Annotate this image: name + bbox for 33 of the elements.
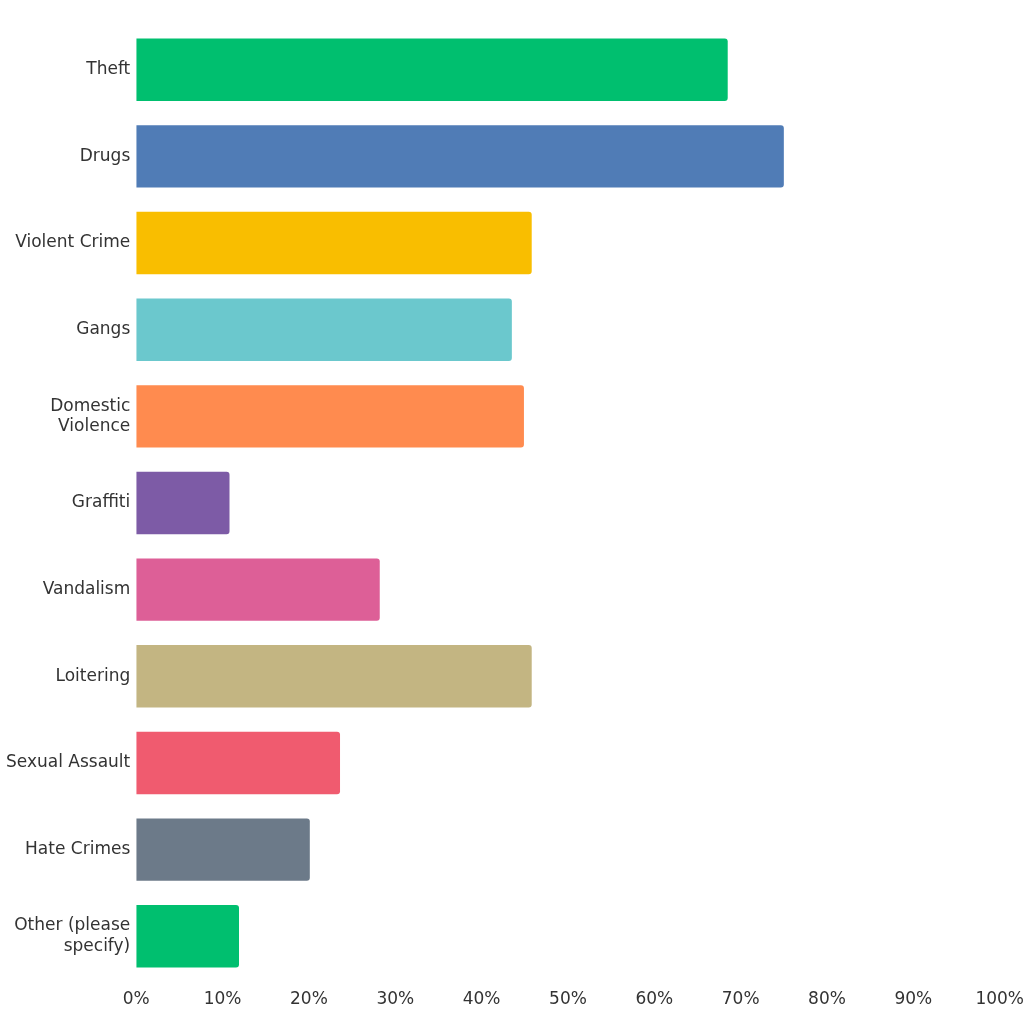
x-tick-label: 90% bbox=[894, 988, 933, 1009]
bar bbox=[136, 125, 784, 188]
y-tick-label: Loitering bbox=[55, 664, 131, 685]
bar bbox=[136, 818, 310, 881]
y-tick-label: Domestic Violence bbox=[50, 394, 131, 435]
bar bbox=[136, 471, 230, 535]
y-tick-label: Violent Crime bbox=[15, 231, 131, 252]
x-tick-label: 70% bbox=[721, 988, 760, 1009]
x-tick-label: 0% bbox=[122, 988, 150, 1009]
bar bbox=[136, 298, 512, 361]
y-tick-label: Hate Crimes bbox=[25, 838, 131, 859]
bar bbox=[136, 905, 239, 968]
y-tick-label: Gangs bbox=[76, 318, 131, 339]
bar bbox=[136, 731, 341, 795]
y-tick-label: Theft bbox=[85, 58, 131, 79]
y-tick-label: Vandalism bbox=[42, 578, 131, 599]
y-tick-label: Drugs bbox=[79, 144, 131, 165]
bar bbox=[136, 558, 380, 621]
bar bbox=[136, 38, 728, 101]
x-tick-label: 30% bbox=[376, 988, 415, 1009]
x-tick-label: 40% bbox=[462, 988, 501, 1009]
y-tick-label: Sexual Assault bbox=[5, 751, 131, 772]
x-tick-label: 60% bbox=[635, 988, 674, 1009]
x-tick-label: 20% bbox=[290, 988, 328, 1009]
y-tick-label: Graffiti bbox=[71, 491, 131, 512]
x-tick-label: 80% bbox=[808, 988, 846, 1009]
x-tick-label: 50% bbox=[549, 988, 587, 1009]
bar bbox=[136, 211, 532, 275]
x-tick-label: 10% bbox=[203, 988, 242, 1009]
y-tick-label: Other (please specify) bbox=[14, 914, 131, 955]
x-tick-label: 100% bbox=[975, 988, 1024, 1009]
bar bbox=[136, 645, 532, 708]
bar bbox=[136, 385, 524, 448]
